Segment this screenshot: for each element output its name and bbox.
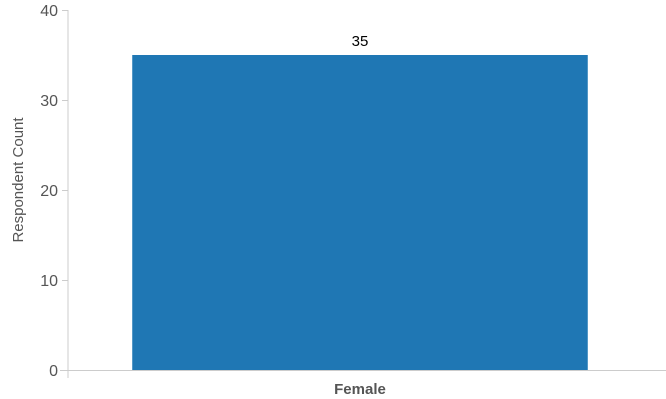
bar-value-label: 35 [352,33,369,50]
y-tick-label: 40 [40,3,58,20]
x-axis: Female [60,370,666,398]
data-labels: 35 [352,33,369,50]
x-category-label: Female [334,381,386,398]
y-axis: 0 10 20 30 40 [40,3,69,380]
y-tick-label: 20 [40,183,58,200]
y-ticks: 0 10 20 30 40 [40,3,68,380]
x-labels: Female [334,381,386,398]
y-tick-label: 30 [40,93,58,110]
y-tick-label: 0 [49,363,58,380]
y-axis-title: Respondent Count [10,117,27,243]
bar [132,55,588,370]
y-tick-label: 10 [40,273,58,290]
bars [132,55,588,370]
